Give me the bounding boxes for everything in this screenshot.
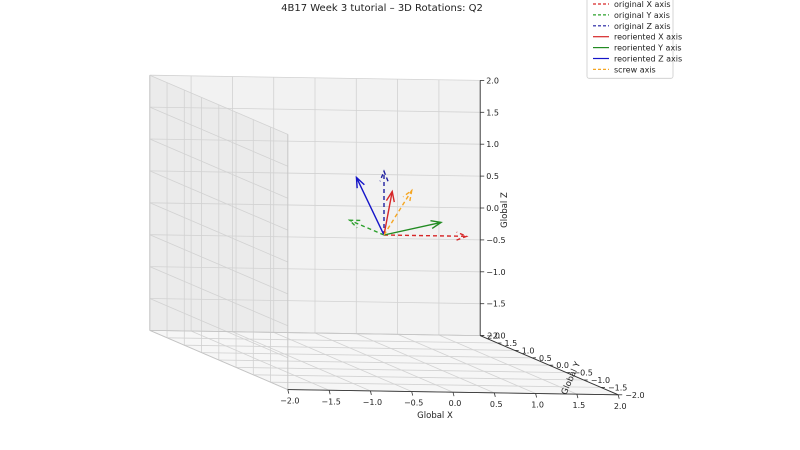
reoriented-y-axis-arrow [383,219,443,236]
gridline [184,344,515,351]
legend-item: screw axis [593,65,656,74]
z-tick-label: −1.0 [486,268,505,277]
x-tick-label: −1.5 [321,397,340,406]
gridline [201,352,532,359]
legend-label: original Z axis [614,22,671,31]
gridline [218,359,550,366]
legend-item: reoriented Y axis [593,44,682,53]
z-tick-label: −1.5 [486,300,505,309]
original-x-axis-arrow [383,231,469,241]
x-tick-label: 1.5 [573,401,586,410]
x-tick [617,394,620,399]
legend-label: screw axis [614,65,656,74]
original-y-axis-arrow [347,219,385,236]
x-tick-label: 1.0 [531,401,544,410]
gridline [167,337,498,344]
x-tick [411,391,414,396]
x-tick [452,392,455,397]
legend-item: original Z axis [593,22,671,31]
gridline [149,106,481,113]
x-tick [493,392,496,397]
legend-item: reoriented Z axis [593,55,682,64]
x-tick-label: 0.0 [449,399,462,408]
gridline [149,170,481,177]
legend-label: reoriented Z axis [614,55,682,64]
z-tick-label: 2.0 [486,76,499,85]
axes-3d: −2.0−2.0−2.0−1.5−1.5−1.5−1.0−1.0−1.0−0.5… [149,74,645,421]
gridline [149,202,288,263]
gridline [149,74,288,135]
legend-label: reoriented X axis [614,33,682,42]
gridline [356,333,495,394]
x-tick [328,390,331,395]
y-tick-label: 0.0 [556,361,569,370]
z-axis-label: Global Z [500,192,510,228]
chart-title: 4B17 Week 3 tutorial – 3D Rotations: Q2 [281,3,483,14]
legend-label: original X axis [614,0,671,9]
x-tick-label: −1.0 [363,398,382,407]
gridline [149,138,288,199]
reoriented-x-axis-arrow [383,189,395,236]
pane-edge [149,330,481,336]
pane-edge [149,330,288,390]
y-tick-label: −1.5 [608,383,627,392]
legend-label: original Y axis [614,11,670,20]
original-z-axis-arrow [379,169,389,235]
gridline [397,333,536,394]
z-tick-label: −2.0 [486,332,505,341]
z-tick-label: −0.5 [486,236,505,245]
x-tick [535,393,537,398]
gridline [438,334,578,395]
x-axis-label: Global X [417,411,453,421]
gridline [149,170,288,231]
y-tick-label: −1.0 [591,376,610,385]
vector-arrows [347,169,469,241]
screw-axis-arrow [383,188,413,236]
z-tick-label: 1.0 [486,140,499,149]
x-tick-label: −2.0 [280,397,299,406]
legend-item: original X axis [593,0,671,9]
x-tick [370,390,372,395]
z-tick-label: 1.5 [486,108,499,117]
y-tick-label: 2.0 [487,332,500,341]
z-tick-label: 0.5 [486,172,499,181]
reoriented-z-axis-arrow [355,175,385,236]
y-tick-label: −0.5 [573,369,592,378]
y-tick-label: 1.5 [504,339,517,348]
legend-label: reoriented Y axis [614,44,682,53]
x-tick [287,389,290,394]
legend-item: reoriented X axis [593,33,682,42]
y-tick-label: −2.0 [625,391,644,400]
x-tick [576,394,579,399]
x-tick-label: 0.5 [490,400,503,409]
gridline [149,106,288,167]
z-tick-label: 0.0 [486,204,499,213]
x-tick-label: 2.0 [614,402,627,411]
x-tick-label: −0.5 [404,399,423,408]
legend: original X axis original Y axis original Z… [586,0,682,79]
gridline [149,202,481,209]
legend-item: original Y axis [593,11,670,20]
y-tick-label: 1.0 [522,346,535,355]
gridline [149,138,481,145]
gridline [149,74,481,81]
y-tick-label: 0.5 [539,354,552,363]
